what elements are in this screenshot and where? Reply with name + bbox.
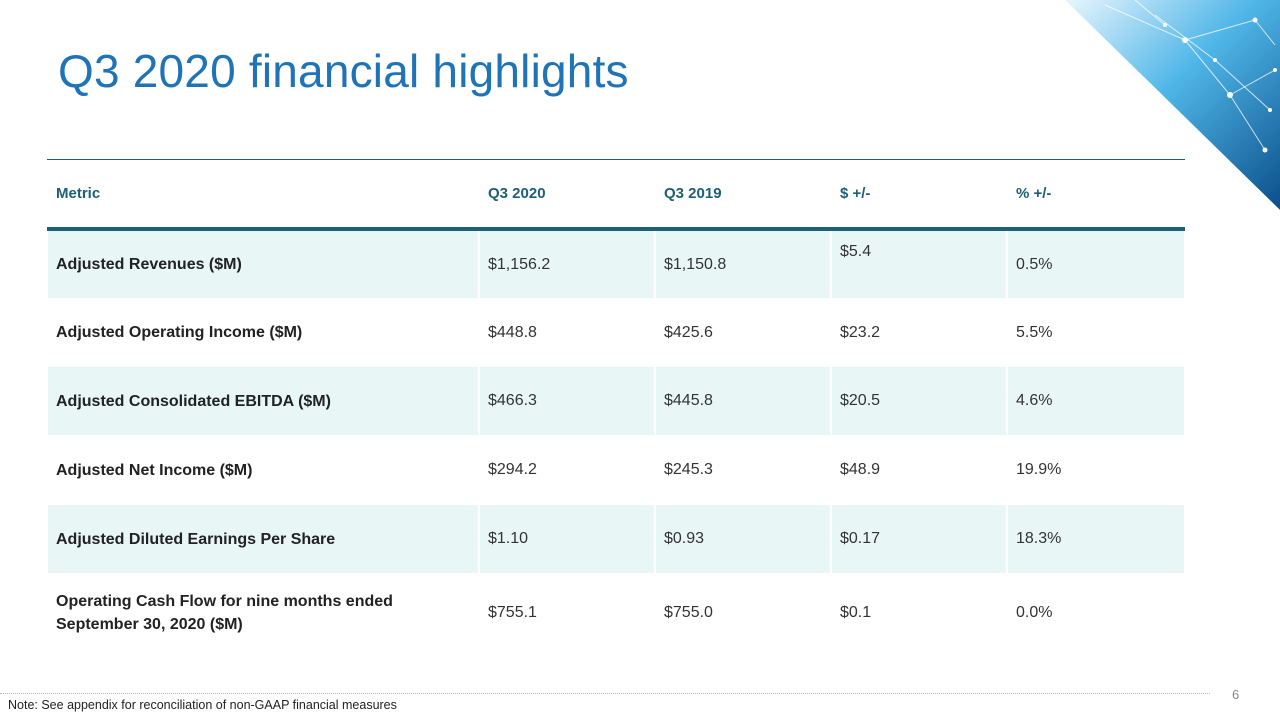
table-row: Adjusted Diluted Earnings Per Share $1.1… bbox=[47, 505, 1185, 573]
table-header-row: Metric Q3 2020 Q3 2019 $ +/- % +/- bbox=[47, 160, 1185, 227]
slide-title: Q3 2020 financial highlights bbox=[58, 45, 629, 97]
percent-change-cell: 4.6% bbox=[1008, 367, 1184, 435]
q3-2019-cell: $245.3 bbox=[664, 461, 713, 478]
percent-change-cell: 0.5% bbox=[1008, 231, 1184, 298]
q3-2019-cell: $755.0 bbox=[664, 604, 713, 621]
q3-2019-cell: $0.93 bbox=[656, 505, 830, 573]
percent-change-cell: 18.3% bbox=[1008, 505, 1184, 573]
q3-2019-cell: $1,150.8 bbox=[656, 231, 830, 298]
metric-cell: Adjusted Revenues ($M) bbox=[48, 231, 478, 298]
table-row: Adjusted Revenues ($M) $1,156.2 $1,150.8… bbox=[47, 231, 1185, 298]
percent-change-cell: 19.9% bbox=[1016, 461, 1062, 478]
metric-cell: Adjusted Operating Income ($M) bbox=[56, 324, 303, 341]
q3-2020-cell: $294.2 bbox=[488, 461, 537, 478]
q3-2019-cell: $445.8 bbox=[656, 367, 830, 435]
q3-2020-cell: $466.3 bbox=[480, 367, 654, 435]
table-row: Operating Cash Flow for nine months ende… bbox=[47, 573, 1185, 653]
dollar-change-cell: $48.9 bbox=[840, 461, 881, 478]
dollar-change-cell: $23.2 bbox=[840, 323, 881, 341]
header-metric: Metric bbox=[56, 185, 101, 202]
header-rule bbox=[47, 227, 1185, 231]
footer-divider bbox=[0, 693, 1210, 694]
percent-change-cell: 5.5% bbox=[1016, 323, 1053, 341]
network-graphic bbox=[1065, 0, 1280, 210]
metric-cell: Adjusted Consolidated EBITDA ($M) bbox=[48, 367, 478, 435]
header-q3-2019: Q3 2019 bbox=[664, 185, 722, 202]
metric-cell: Operating Cash Flow for nine months ende… bbox=[56, 593, 393, 633]
metric-cell: Adjusted Net Income ($M) bbox=[56, 461, 253, 479]
header-q3-2020: Q3 2020 bbox=[488, 185, 546, 202]
page-number: 6 bbox=[1232, 687, 1240, 702]
percent-change-cell: 0.0% bbox=[1016, 604, 1053, 621]
dollar-change-cell: $5.4 bbox=[832, 231, 1006, 298]
dollar-change-cell: $0.17 bbox=[832, 505, 1006, 573]
dollar-change-cell: $0.1 bbox=[840, 604, 872, 621]
header-percent-change: % +/- bbox=[1016, 185, 1052, 202]
header-dollar-change: $ +/- bbox=[840, 185, 871, 202]
table-row: Adjusted Net Income ($M) $294.2 $245.3 $… bbox=[47, 435, 1185, 505]
dollar-change-cell: $20.5 bbox=[832, 367, 1006, 435]
table-top-rule bbox=[47, 159, 1185, 160]
q3-2020-cell: $448.8 bbox=[488, 323, 537, 341]
footnote: Note: See appendix for reconciliation of… bbox=[8, 698, 397, 712]
q3-2019-cell: $425.6 bbox=[664, 323, 713, 341]
metric-cell: Adjusted Diluted Earnings Per Share bbox=[48, 505, 478, 573]
q3-2020-cell: $1,156.2 bbox=[480, 231, 654, 298]
table-row: Adjusted Consolidated EBITDA ($M) $466.3… bbox=[47, 367, 1185, 435]
q3-2020-cell: $1.10 bbox=[480, 505, 654, 573]
q3-2020-cell: $755.1 bbox=[488, 604, 537, 621]
table-row: Adjusted Operating Income ($M) $448.8 $4… bbox=[47, 298, 1185, 367]
